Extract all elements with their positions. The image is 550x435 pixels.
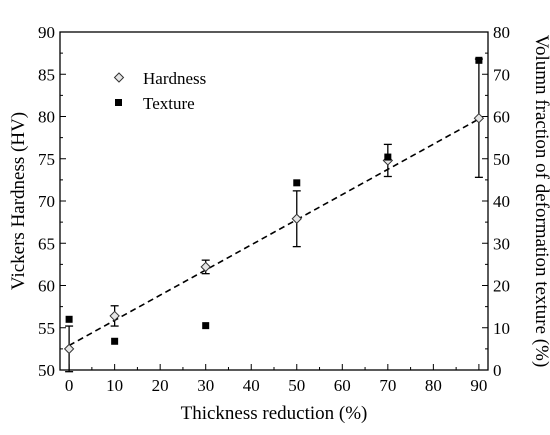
texture-point (384, 153, 392, 161)
texture-point (111, 337, 119, 345)
plot-area (59, 31, 489, 371)
legend: Hardness Texture (113, 69, 206, 113)
texture-point (475, 56, 483, 64)
legend-marker-hardness (113, 72, 125, 83)
x-tick-label: 0 (65, 376, 74, 395)
hardness-point (473, 112, 485, 124)
texture-point (65, 315, 73, 323)
data-markers (63, 56, 485, 355)
y-tick-label: 50 (38, 361, 55, 380)
y2-axis-label: Volumn fraction of deformation texture (… (531, 35, 550, 368)
texture-point (202, 322, 210, 330)
y2-tick-label: 20 (493, 277, 510, 296)
x-axis-label: Thickness reduction (%) (181, 403, 368, 424)
y-tick-label: 90 (38, 23, 55, 42)
axis-ticks: 0 10 20 30 40 50 60 70 80 90 50 55 60 65 70 75 80 85 90 0 10… (38, 23, 510, 395)
y2-tick-label: 0 (493, 361, 502, 380)
y-tick-label: 75 (38, 150, 55, 169)
hardness-point (291, 213, 302, 224)
x-tick-label: 90 (470, 376, 487, 395)
legend-label-texture: Texture (143, 94, 195, 113)
error-bars (65, 58, 483, 373)
x-tick-label: 80 (425, 376, 442, 395)
x-tick-label: 60 (334, 376, 351, 395)
y2-tick-label: 70 (493, 65, 510, 84)
fit-line-group (68, 118, 480, 347)
y-tick-label: 65 (38, 234, 55, 253)
x-tick-label: 10 (106, 376, 123, 395)
hardness-point (63, 343, 75, 355)
hardness-point (109, 310, 120, 322)
y2-tick-label: 10 (493, 319, 510, 338)
x-tick-label: 70 (379, 376, 396, 395)
y-tick-label: 85 (38, 65, 55, 84)
fit-line (68, 118, 480, 347)
y-axis-label: Vickers Hardness (HV) (8, 112, 29, 290)
y2-tick-label: 60 (493, 108, 510, 127)
y2-tick-label: 40 (493, 192, 510, 211)
y-tick-label: 80 (38, 108, 55, 127)
y-tick-label: 70 (38, 192, 55, 211)
y2-tick-label: 50 (493, 150, 510, 169)
legend-marker-texture (115, 99, 122, 106)
texture-point (293, 179, 301, 187)
y2-tick-label: 80 (493, 23, 510, 42)
x-tick-label: 30 (197, 376, 214, 395)
x-tick-label: 20 (152, 376, 169, 395)
x-tick-label: 40 (243, 376, 260, 395)
x-tick-label: 50 (288, 376, 305, 395)
hardness-point (200, 261, 211, 273)
y-tick-label: 55 (38, 319, 55, 338)
legend-label-hardness: Hardness (143, 69, 206, 88)
y2-tick-label: 30 (493, 234, 510, 253)
y-tick-label: 60 (38, 277, 55, 296)
